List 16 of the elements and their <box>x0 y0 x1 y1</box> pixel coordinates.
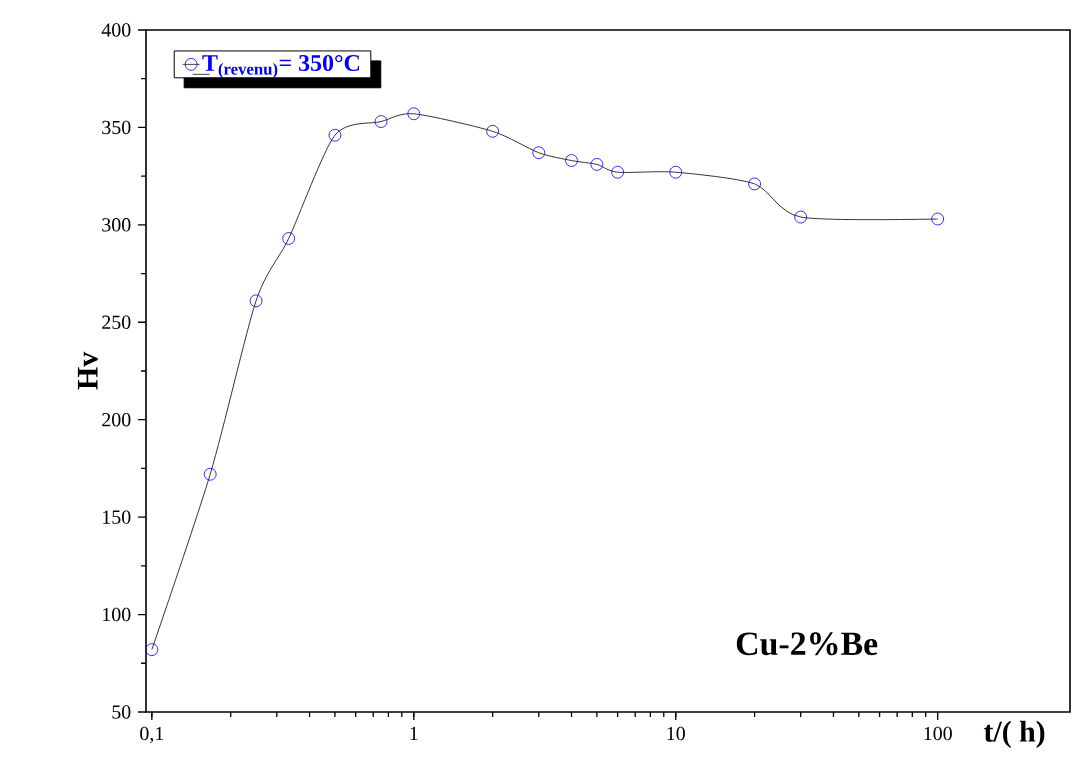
y-tick-label: 100 <box>103 607 131 622</box>
x-axis-title: t/( h) <box>983 720 1045 748</box>
y-axis-title: Hv <box>77 351 98 390</box>
x-tick-label: 1 <box>410 726 418 740</box>
annotation: Cu-2%Be <box>736 632 878 656</box>
x-tick-label: 10 <box>667 726 685 741</box>
y-tick-label: 50 <box>112 705 131 719</box>
x-tick-label: 0,1 <box>140 726 164 744</box>
y-tick-label: 200 <box>102 412 131 427</box>
y-tick-label: 150 <box>103 510 131 524</box>
x-tick-label: 100 <box>924 726 952 741</box>
y-tick-label: 350 <box>102 120 131 135</box>
y-tick-label: 300 <box>102 218 131 232</box>
legend-label: T$_{(revenu)}$= 350°C <box>202 54 360 79</box>
y-tick-label: 400 <box>101 23 131 37</box>
y-tick-label: 250 <box>102 315 131 329</box>
